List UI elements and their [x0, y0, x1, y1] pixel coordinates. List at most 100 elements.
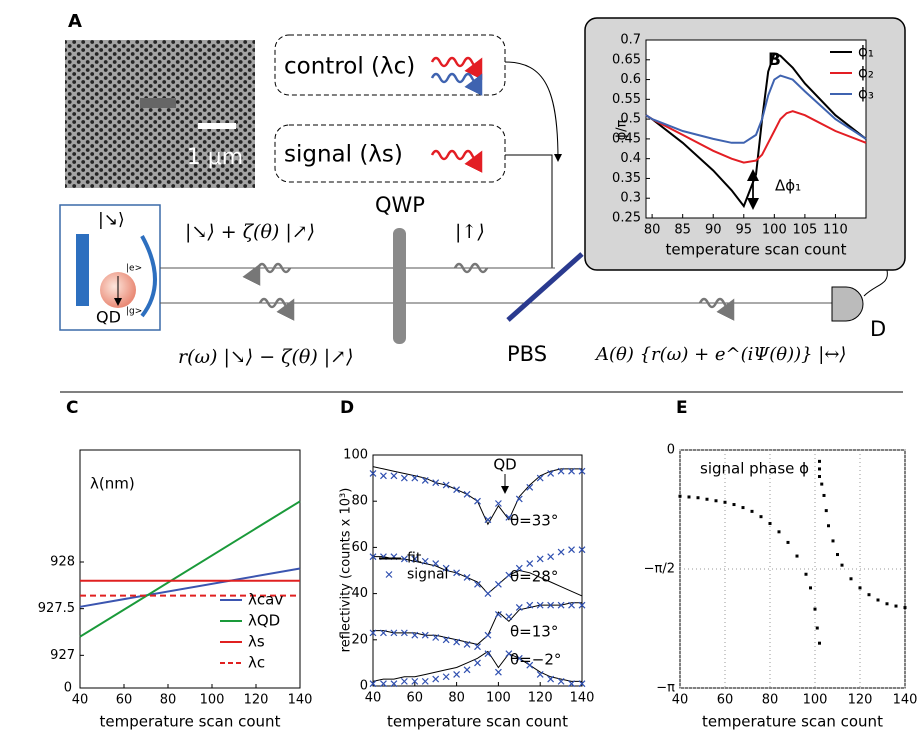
point [804, 572, 808, 576]
marker [421, 677, 429, 685]
marker [421, 476, 429, 484]
point [858, 586, 862, 590]
y-tick-label: 0 [360, 679, 368, 694]
marker [505, 613, 513, 621]
control-wave [430, 56, 483, 80]
marker [432, 479, 440, 487]
point [705, 497, 709, 501]
y-tick-label: 40 [351, 586, 368, 601]
control-label: control (λc) [284, 54, 415, 80]
sem-image [65, 40, 255, 188]
point [687, 495, 691, 499]
marker [526, 483, 534, 491]
point [867, 593, 871, 597]
marker [515, 495, 523, 503]
marker [578, 680, 586, 688]
point [768, 521, 772, 525]
pbs-label: PBS [507, 342, 547, 366]
x-tick-label: 120 [848, 693, 873, 708]
marker [369, 629, 377, 637]
marker [421, 631, 429, 639]
wave [242, 262, 292, 286]
point [815, 626, 819, 630]
marker [494, 668, 502, 676]
marker [568, 601, 575, 609]
marker [536, 555, 544, 563]
signal-box [274, 124, 506, 183]
annotation: signal phase ϕ [700, 460, 809, 478]
x-tick-label: 60 [717, 693, 734, 708]
marker [390, 680, 398, 688]
point [824, 509, 828, 513]
marker [536, 474, 544, 482]
x-axis-label: temperature scan count [702, 713, 883, 731]
marker [526, 661, 534, 669]
line [373, 556, 583, 597]
legend-label: λc [248, 654, 265, 672]
annotation: Δϕ₁ [775, 177, 801, 195]
marker [568, 546, 575, 554]
y-tick-label: 928 [50, 555, 75, 570]
point [750, 509, 754, 513]
detector [831, 286, 864, 322]
point [759, 515, 763, 519]
marker [463, 640, 471, 648]
curve-label: θ=33° [510, 512, 558, 530]
line [373, 602, 582, 645]
point [809, 586, 812, 590]
marker [369, 470, 377, 477]
point [818, 475, 821, 479]
y-tick-label: 0.45 [612, 131, 641, 146]
x-tick-label: 140 [288, 693, 313, 708]
y-axis-label: reflectivity (counts x 10³) [339, 488, 354, 653]
marker [557, 548, 565, 556]
y-tick-label: 0.3 [620, 191, 641, 206]
x-tick-label: 120 [244, 693, 269, 708]
state-label: |↘⟩ + ζ(θ) |↗⟩ [185, 221, 315, 243]
marker [432, 560, 440, 567]
marker [432, 634, 440, 641]
point [678, 494, 682, 498]
point [894, 604, 898, 608]
y-tick-label: 0.35 [612, 171, 641, 186]
marker [411, 677, 419, 685]
y-axis-label: ϕ/π [615, 119, 630, 140]
point [723, 500, 727, 504]
x-axis-label: temperature scan count [100, 713, 281, 731]
y-axis-label: λ(nm) [90, 475, 135, 493]
marker [536, 601, 544, 609]
marker [380, 629, 387, 637]
qd-label: QD [96, 308, 121, 327]
marker [400, 555, 408, 563]
marker [515, 564, 523, 572]
marker [474, 580, 481, 588]
point [840, 563, 844, 567]
marker [578, 467, 586, 475]
point [849, 577, 853, 581]
line [79, 500, 301, 638]
panel-label: E [676, 398, 688, 418]
marker [390, 472, 398, 480]
marker [421, 557, 429, 565]
x-tick-label: 85 [674, 223, 691, 238]
x-tick-label: 40 [365, 691, 382, 706]
x-tick-label: 100 [803, 693, 828, 708]
marker [474, 497, 481, 505]
marker [453, 569, 461, 577]
marker [380, 680, 387, 688]
x-tick-label: 105 [792, 223, 817, 238]
marker [474, 659, 481, 667]
y-tick-label: 80 [351, 494, 368, 509]
y-tick-label: 0.7 [620, 33, 641, 48]
marker [484, 516, 492, 524]
marker [547, 553, 555, 561]
state-label: r(ω) |↘⟩ − ζ(θ) |↗⟩ [178, 346, 354, 368]
marker [463, 666, 471, 674]
marker [453, 486, 461, 494]
x-tick-label: 80 [762, 693, 779, 708]
legend-label: ϕ₂ [858, 64, 874, 82]
excited-label: |e> [126, 264, 142, 274]
marker [494, 580, 502, 588]
marker [400, 629, 408, 637]
